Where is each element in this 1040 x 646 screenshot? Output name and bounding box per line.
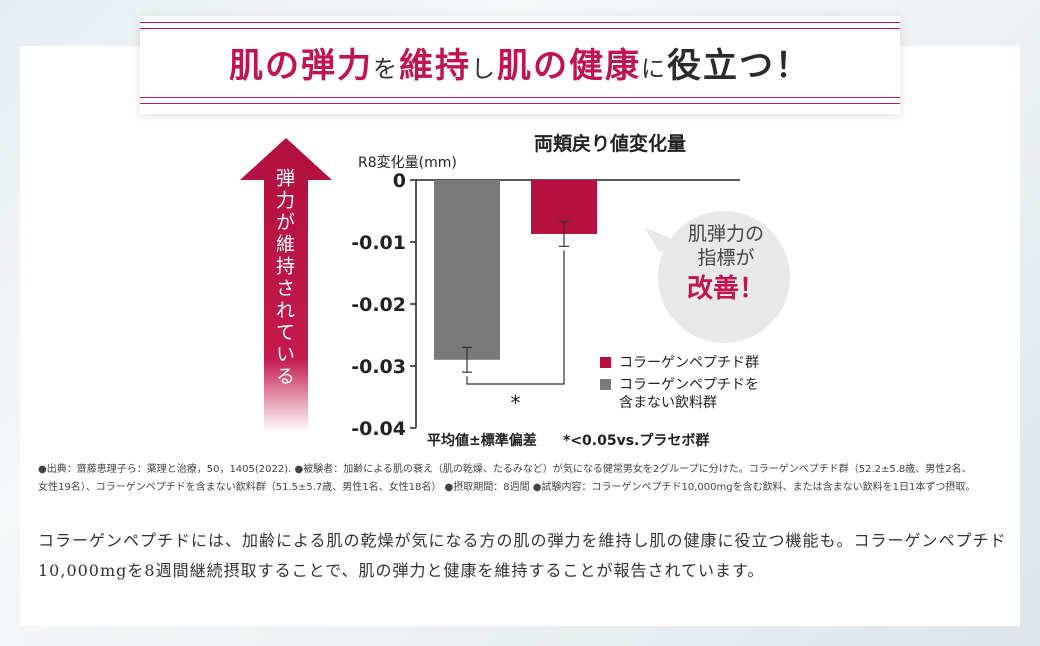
arrow-label: 弾力が維持されている: [273, 168, 295, 388]
y-axis-label: R8変化量(mm): [358, 155, 457, 171]
legend-label: コラーゲンペプチドを: [619, 377, 759, 393]
significance-bracket: [466, 250, 565, 385]
headline-part: に: [641, 55, 667, 83]
chart-title: 両頬戻り値変化量: [533, 133, 686, 155]
bubble-emphasis: 改善！: [686, 274, 765, 304]
headline-banner: 肌の弾力を維持し肌の健康に役立つ！: [140, 16, 900, 114]
headline-part: 維持: [399, 46, 471, 86]
bubble-line: 肌弾力の: [687, 223, 764, 245]
headline-part: 肌の弾力: [229, 46, 373, 86]
chart-note-significance: *<0.05vs.プラセボ群: [563, 433, 710, 449]
y-tick-label: 0: [393, 170, 406, 192]
legend-item: コラーゲンペプチド群: [600, 354, 759, 372]
bubble-text: 肌弾力の 指標が 改善！: [658, 222, 794, 308]
content-card: [20, 46, 1020, 626]
source-note: ●出典：齋藤恵理子ら：薬理と治療，50，1405(2022). ●被験者：加齢に…: [38, 464, 976, 493]
headline-part: 役立つ！: [667, 46, 811, 86]
headline-title: 肌の弾力を維持し肌の健康に役立つ！: [140, 44, 900, 91]
y-tick-label: -0.03: [351, 356, 406, 378]
banner-rule: [140, 103, 900, 104]
banner-rule: [140, 28, 900, 29]
bar: [434, 180, 500, 360]
chart-note-mean: 平均値±標準偏差: [427, 433, 537, 449]
legend-label-block: コラーゲンペプチドを 含まない飲料群: [619, 376, 759, 412]
y-tick-label: -0.01: [351, 232, 406, 254]
legend-item: コラーゲンペプチドを 含まない飲料群: [600, 376, 759, 412]
up-arrow-icon: [240, 138, 332, 432]
chart-legend: コラーゲンペプチド群 コラーゲンペプチドを 含まない飲料群: [600, 354, 759, 416]
legend-swatch: [600, 379, 611, 390]
body-paragraph: コラーゲンペプチドには、加齢による肌の乾燥が気になる方の肌の弾力を維持し肌の健康…: [38, 531, 1007, 580]
legend-label: 含まない飲料群: [619, 395, 717, 411]
legend-swatch: [600, 357, 611, 368]
bubble-line: 指標が: [697, 247, 755, 269]
speech-bubble: [644, 211, 790, 343]
banner-rule: [140, 22, 900, 23]
y-tick-label: -0.02: [351, 294, 406, 316]
headline-part: 肌の健康: [497, 46, 641, 86]
headline-part: を: [373, 55, 399, 83]
headline-part: し: [471, 55, 497, 83]
significance-marker: *: [511, 391, 521, 415]
legend-label: コラーゲンペプチド群: [619, 355, 759, 371]
y-tick-label: -0.04: [351, 418, 406, 440]
banner-rule: [140, 97, 900, 98]
